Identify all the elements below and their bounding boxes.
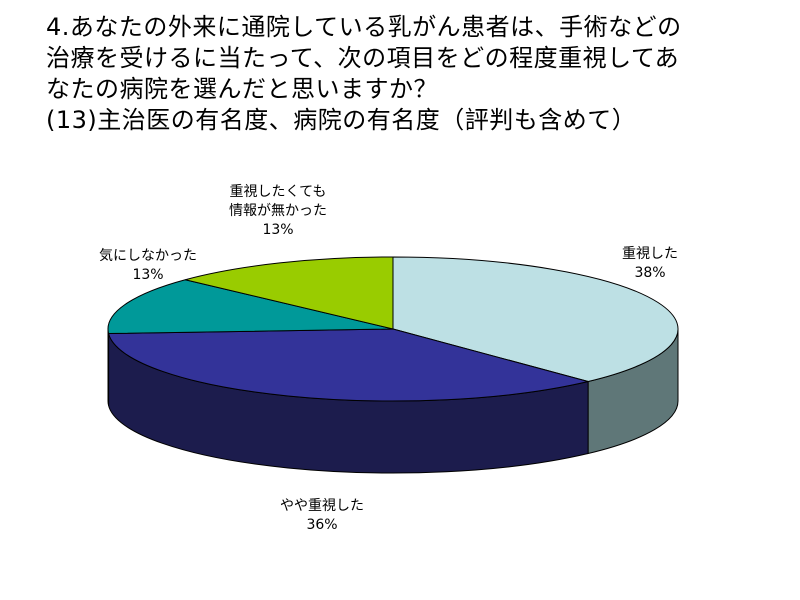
slice-category-text: やや重視した (280, 498, 364, 514)
pie-labels: 重視した38%やや重視した36%気にしなかった13%重視したくても情報が無かった… (99, 184, 678, 533)
pie-slice-1 (392, 256, 679, 383)
slice-category-text: 重視した (622, 246, 678, 262)
chart-title: 4.あなたの外来に通院している乳がん患者は、手術などの 治療を受けるに当たって、… (46, 12, 786, 136)
slice-value-text: 13% (132, 267, 163, 283)
slice-value-text: 38% (634, 265, 665, 281)
slice-value-text: 13% (262, 222, 293, 238)
pie-top (107, 256, 679, 402)
pie-slice-3 (107, 279, 394, 335)
title-line-2: 治療を受けるに当たって、次の項目をどの程度重視してあ (46, 44, 680, 72)
title-line-4: (13)主治医の有名度、病院の有名度（評判も含めて） (46, 106, 637, 134)
slice-category-text: 気にしなかった (99, 248, 197, 264)
title-line-3: なたの病院を選んだと思いますか？ (46, 75, 438, 103)
slice-label-3: 気にしなかった 13% (99, 248, 197, 283)
title-line-1: 4.あなたの外来に通院している乳がん患者は、手術などの (46, 13, 682, 41)
slice-category-text: 情報が無かった (229, 203, 327, 219)
pie-slice-2 (107, 328, 589, 402)
slice-label-2: やや重視した 36% (280, 498, 364, 533)
pie-side-3 (107, 328, 110, 406)
slice-category-text: 重視したくても (230, 184, 327, 200)
pie-slice-4 (185, 256, 394, 330)
slice-value-text: 36% (306, 517, 337, 533)
slice-label-1: 重視した 38% (622, 246, 678, 281)
